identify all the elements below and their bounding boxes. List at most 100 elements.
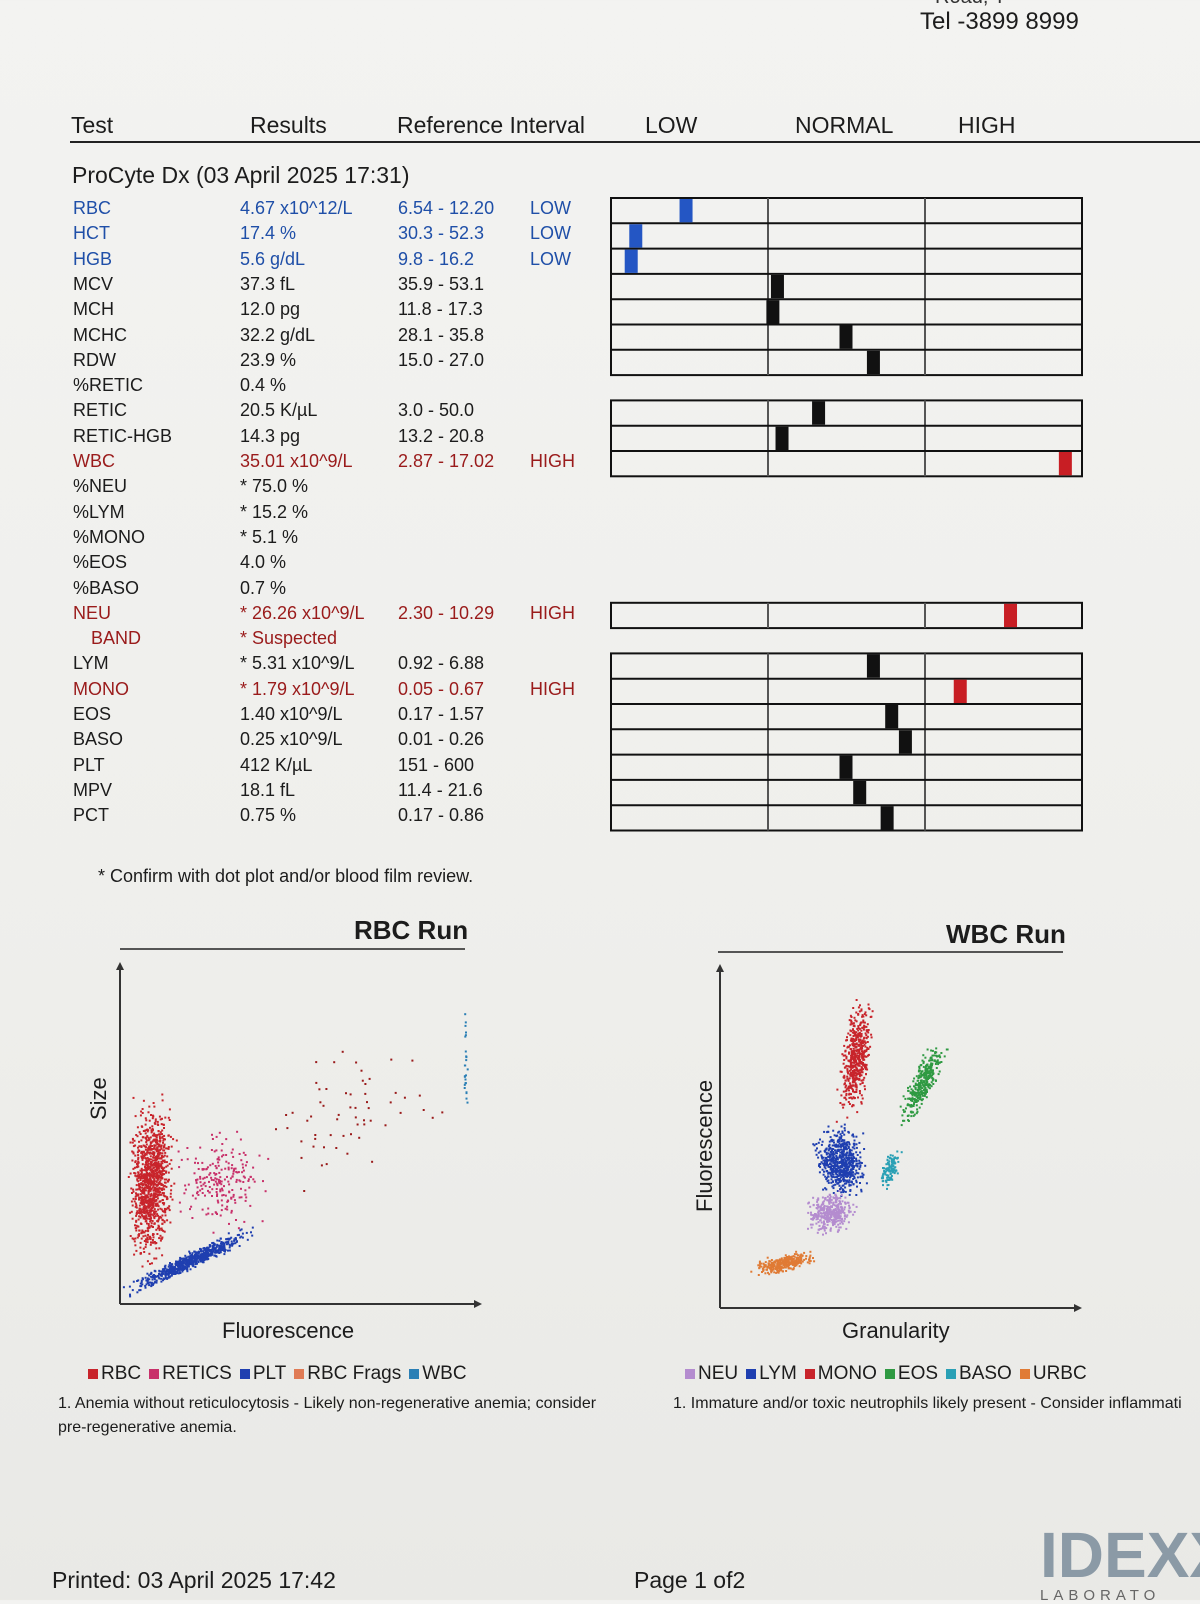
wbc-dot-plot [716,964,1082,1312]
table-row: PCT 0.75 % 0.17 - 0.86 [0,803,600,827]
reference-interval: 35.9 - 53.1 [398,273,485,294]
instrument-title: ProCyte Dx (03 April 2025 17:31) [72,162,410,188]
test-result: 0.75 % [240,805,297,826]
test-result: * Suspected [240,628,338,649]
test-name: BAND [91,628,142,649]
test-result: 37.3 fL [240,273,296,294]
test-result: * 1.79 x10^9/L [240,678,355,699]
confirm-note: * Confirm with dot plot and/or blood fil… [98,866,474,886]
col-high: HIGH [958,112,1016,138]
legend-label: MONO [817,1363,877,1384]
legend-swatch [884,1368,895,1379]
range-marker [1058,452,1072,476]
test-name: NEU [73,602,112,623]
test-result: * 26.26 x10^9/L [240,602,365,623]
test-name: RETIC [73,400,127,421]
table-row: LYM * 5.31 x10^9/L 0.92 - 6.88 [0,651,600,675]
wbc-xlabel: Granularity [842,1318,950,1343]
range-marker [839,325,853,349]
legend-label: PLT [252,1363,287,1384]
range-frame [610,399,1083,478]
test-name: WBC [73,451,115,471]
legend-item: RBC [88,1363,141,1384]
page-number: Page 1 of2 [634,1567,746,1593]
legend-item: RBC Frags [294,1363,401,1384]
test-name: MCV [73,273,113,294]
range-marker [885,705,899,729]
rbc-xlabel: Fluorescence [222,1318,355,1343]
range-marker [898,730,912,754]
address-fragment: Road, T [935,0,1006,9]
test-name: %MONO [73,526,145,547]
test-result: * 75.0 % [240,476,309,497]
range-marker [679,199,693,223]
table-row: MPV 18.1 fL 11.4 - 21.6 [0,778,600,802]
test-result: 23.9 % [240,349,297,370]
col-normal: NORMAL [795,112,894,138]
table-row: %MONO * 5.1 % [0,525,600,549]
legend-label: NEU [698,1363,739,1384]
reference-interval: 3.0 - 50.0 [398,400,475,421]
table-row: WBC 35.01 x10^9/L 2.87 - 17.02 HIGH [0,449,600,473]
range-marker [766,300,780,324]
legend-swatch [1019,1368,1030,1379]
test-result: 20.5 K/µL [240,400,318,421]
test-name: RETIC-HGB [73,425,172,446]
test-name: MONO [73,678,129,699]
test-name: HGB [73,248,113,269]
flag: LOW [530,223,572,244]
wbc-run-title: WBC Run [946,919,1066,949]
legend-label: URBC [1032,1363,1087,1384]
wbc-legend: NEU LYM MONO EOS BASO URBC [685,1363,1095,1385]
table-row: %LYM * 15.2 % [0,500,600,524]
table-row: BAND * Suspected [0,626,600,650]
col-reference: Reference Interval [397,112,585,138]
range-marker [866,350,880,375]
test-result: * 15.2 % [240,501,309,522]
test-name: %NEU [73,476,128,497]
table-row: BASO 0.25 x10^9/L 0.01 - 0.26 [0,727,600,751]
flag: HIGH [530,678,575,699]
test-name: RBC [73,198,112,218]
wbc-title-rule [718,951,1063,953]
range-marker [629,224,643,248]
table-row: PLT 412 K/µL 151 - 600 [0,753,600,777]
wbc-note: 1. Immature and/or toxic neutrophils lik… [673,1395,1182,1412]
reference-interval: 13.2 - 20.8 [398,425,485,446]
test-result: 14.3 pg [240,425,301,446]
reference-interval: 11.8 - 17.3 [398,299,483,320]
legend-swatch [149,1368,160,1379]
test-result: 4.67 x10^12/L [240,198,353,218]
test-result: 4.0 % [240,552,287,573]
rbc-run-title: RBC Run [354,915,469,945]
printed-timestamp: Printed: 03 April 2025 17:42 [52,1567,336,1593]
table-row: MCV 37.3 fL 35.9 - 53.1 [0,272,600,296]
reference-interval: 0.17 - 1.57 [398,704,485,724]
test-result: 412 K/µL [240,754,313,775]
reference-interval: 15.0 - 27.0 [398,349,485,370]
reference-interval: 28.1 - 35.8 [398,324,485,345]
legend-label: RETICS [162,1363,232,1384]
table-row: HCT 17.4 % 30.3 - 52.3 LOW [0,221,600,245]
reference-interval: 2.30 - 10.29 [398,602,495,623]
legend-label: LYM [759,1363,797,1384]
reference-interval: 0.05 - 0.67 [398,678,485,699]
legend-swatch [746,1368,757,1379]
legend-swatch [804,1368,815,1379]
test-result: 0.4 % [240,375,287,396]
reference-interval: 0.17 - 0.86 [398,805,485,826]
test-name: %BASO [73,577,140,598]
col-low: LOW [645,112,698,138]
legend-label: EOS [897,1363,939,1384]
header-rule [70,141,1200,143]
table-row: RETIC-HGB 14.3 pg 13.2 - 20.8 [0,424,600,448]
legend-item: RETICS [149,1363,232,1384]
test-name: %RETIC [73,375,144,396]
legend-label: BASO [959,1363,1012,1384]
reference-interval: 6.54 - 12.20 [398,198,495,218]
reference-interval: 30.3 - 52.3 [398,223,485,244]
table-row: MCH 12.0 pg 11.8 - 17.3 [0,297,600,321]
wbc-ylabel: Fluorescence [692,1079,717,1212]
range-frame [610,197,1083,377]
test-result: 5.6 g/dL [240,248,306,269]
